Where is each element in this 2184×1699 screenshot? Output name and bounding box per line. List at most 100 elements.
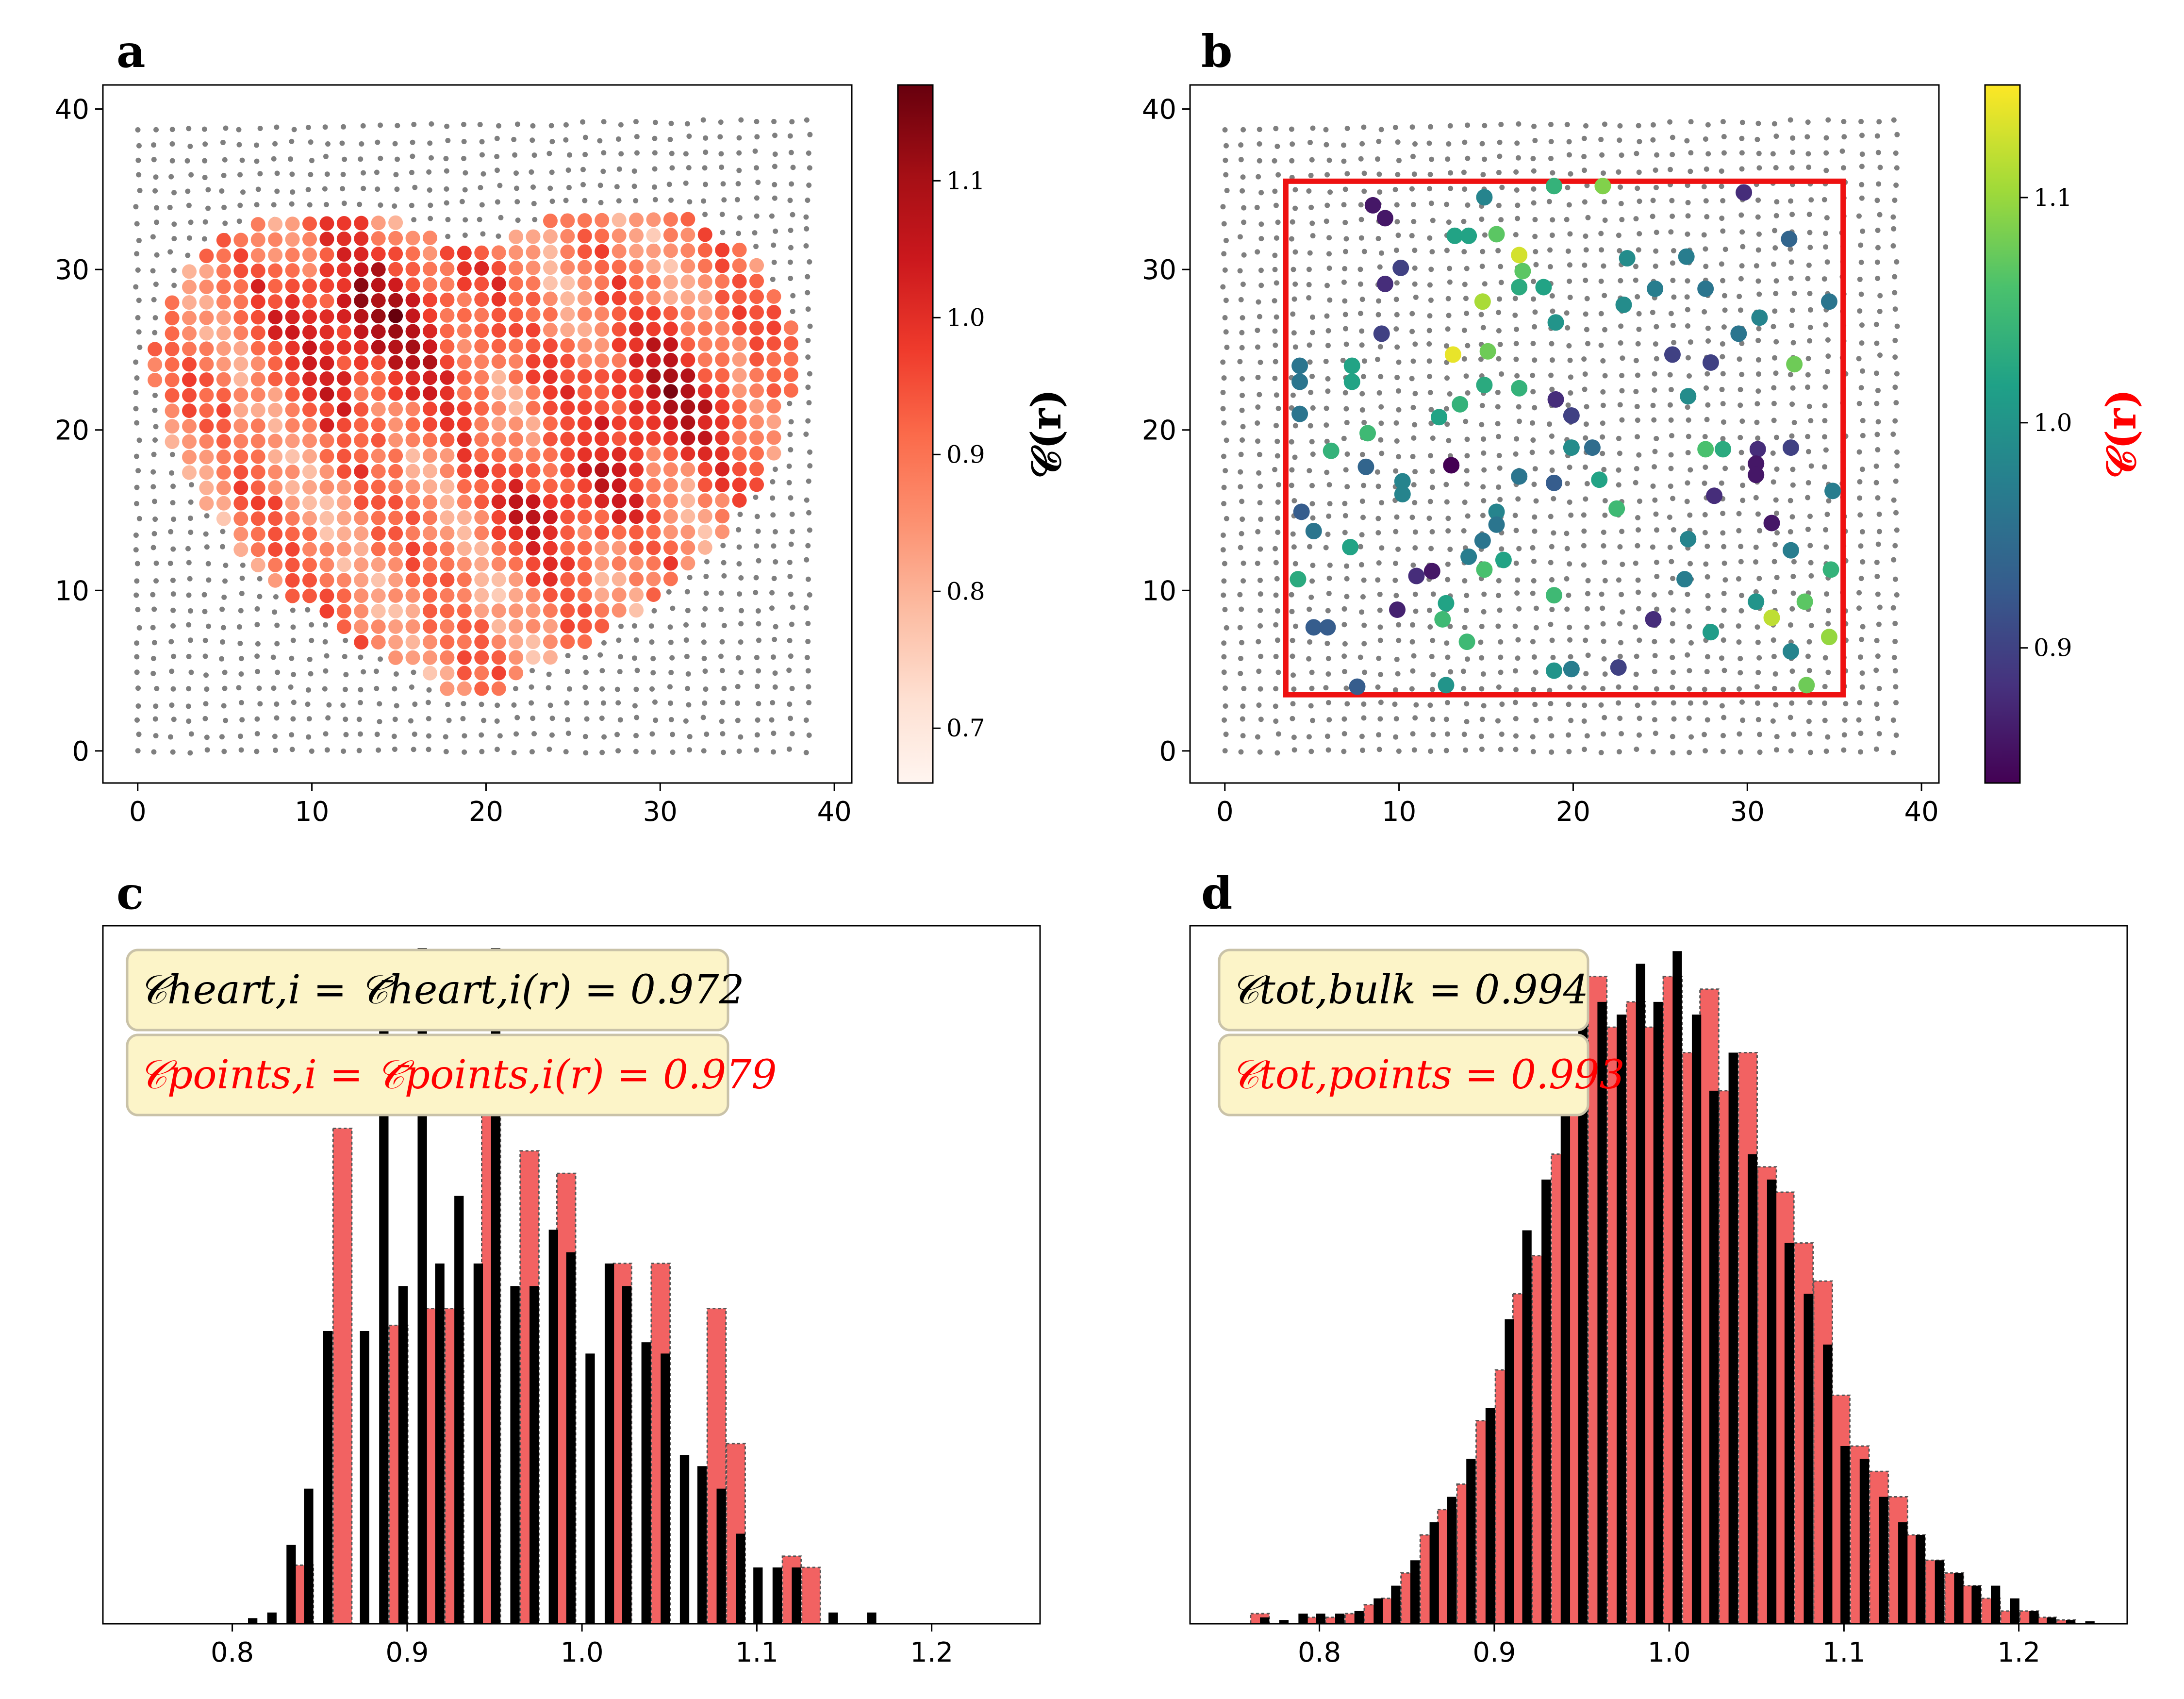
grid-dot: [375, 139, 381, 145]
grid-dot: [1651, 592, 1657, 598]
heart-point: [663, 431, 678, 446]
heart-point: [646, 493, 661, 508]
x-tick-label: 1.2: [1997, 1637, 2040, 1668]
grid-dot: [1257, 546, 1263, 552]
grid-dot: [1584, 404, 1589, 410]
heart-point: [319, 573, 334, 588]
grid-dot: [1464, 266, 1470, 271]
grid-dot: [652, 150, 658, 156]
heart-point: [663, 243, 678, 258]
grid-dot: [511, 136, 517, 142]
grid-dot: [236, 127, 242, 133]
grid-dot: [1654, 574, 1660, 580]
grid-dot: [1705, 122, 1711, 128]
grid-dot: [1893, 510, 1899, 516]
grid-dot: [1685, 652, 1690, 658]
grid-dot: [426, 747, 431, 752]
grid-dot: [1325, 388, 1331, 394]
grid-dot: [1616, 233, 1621, 238]
grid-dot: [1497, 341, 1503, 347]
grid-dot: [721, 573, 727, 579]
heart-point: [612, 572, 627, 587]
heart-point: [319, 604, 334, 619]
grid-dot: [219, 734, 225, 740]
heart-point: [388, 557, 403, 572]
heart-point: [250, 542, 265, 557]
heart-point: [422, 495, 437, 510]
heart-point: [766, 415, 781, 430]
grid-dot: [443, 734, 448, 740]
grid-dot: [1463, 296, 1469, 301]
grid-dot: [290, 637, 296, 643]
heart-point: [422, 293, 437, 308]
grid-dot: [1428, 749, 1434, 754]
heart-point: [388, 479, 403, 494]
grid-dot: [1550, 654, 1556, 660]
grid-dot: [1293, 623, 1299, 629]
grid-dot: [1808, 197, 1814, 203]
grid-dot: [1755, 247, 1761, 253]
grid-dot: [1567, 278, 1572, 284]
selected-point: [1364, 197, 1381, 214]
grid-dot: [1448, 669, 1454, 675]
grid-dot: [205, 205, 211, 211]
grid-dot: [1530, 734, 1536, 740]
grid-dot: [1719, 703, 1725, 709]
heart-point: [354, 573, 369, 588]
grid-dot: [1600, 170, 1606, 176]
grid-dot: [1532, 217, 1538, 222]
grid-dot: [1619, 217, 1625, 222]
hist-bar-all: [1898, 1522, 1908, 1624]
grid-dot: [1378, 437, 1384, 443]
grid-dot: [1581, 512, 1587, 518]
grid-dot: [1344, 126, 1350, 132]
grid-dot: [1342, 669, 1348, 675]
grid-dot: [203, 531, 209, 537]
grid-dot: [1326, 157, 1332, 163]
grid-dot: [1241, 219, 1247, 225]
grid-dot: [529, 169, 534, 175]
heart-point: [199, 496, 214, 511]
grid-dot: [1531, 279, 1537, 284]
heart-point: [268, 433, 283, 449]
grid-dot: [1737, 749, 1743, 755]
grid-dot: [1306, 295, 1312, 300]
heart-point: [595, 556, 610, 571]
grid-dot: [685, 608, 691, 614]
grid-dot: [633, 198, 639, 204]
grid-dot: [1787, 117, 1793, 123]
heart-point: [491, 401, 506, 416]
grid-dot: [805, 197, 811, 203]
heart-point: [405, 510, 420, 525]
grid-dot: [1444, 421, 1450, 427]
grid-dot: [136, 172, 142, 178]
grid-dot: [669, 150, 675, 156]
grid-dot: [788, 541, 794, 547]
grid-dot: [220, 625, 226, 631]
grid-dot: [1753, 495, 1759, 500]
grid-dot: [548, 123, 554, 129]
grid-dot: [1787, 246, 1793, 252]
grid-dot: [169, 668, 175, 674]
heart-point: [302, 387, 317, 402]
heart-point: [715, 289, 730, 304]
grid-dot: [1444, 731, 1450, 737]
grid-dot: [1478, 356, 1484, 362]
grid-dot: [1410, 454, 1416, 460]
grid-dot: [220, 529, 226, 534]
grid-dot: [1584, 327, 1589, 333]
grid-dot: [1220, 389, 1226, 395]
grid-dot: [1258, 653, 1264, 659]
selected-point: [1291, 405, 1308, 422]
grid-dot: [1893, 182, 1899, 188]
heart-point: [560, 618, 575, 633]
grid-dot: [443, 749, 449, 754]
grid-dot: [1770, 324, 1776, 330]
grid-dot: [805, 576, 811, 582]
grid-dot: [1636, 326, 1642, 332]
heart-point: [629, 447, 644, 462]
grid-dot: [290, 624, 296, 630]
grid-dot: [1359, 498, 1365, 504]
grid-dot: [1427, 313, 1433, 319]
grid-dot: [1292, 344, 1298, 350]
